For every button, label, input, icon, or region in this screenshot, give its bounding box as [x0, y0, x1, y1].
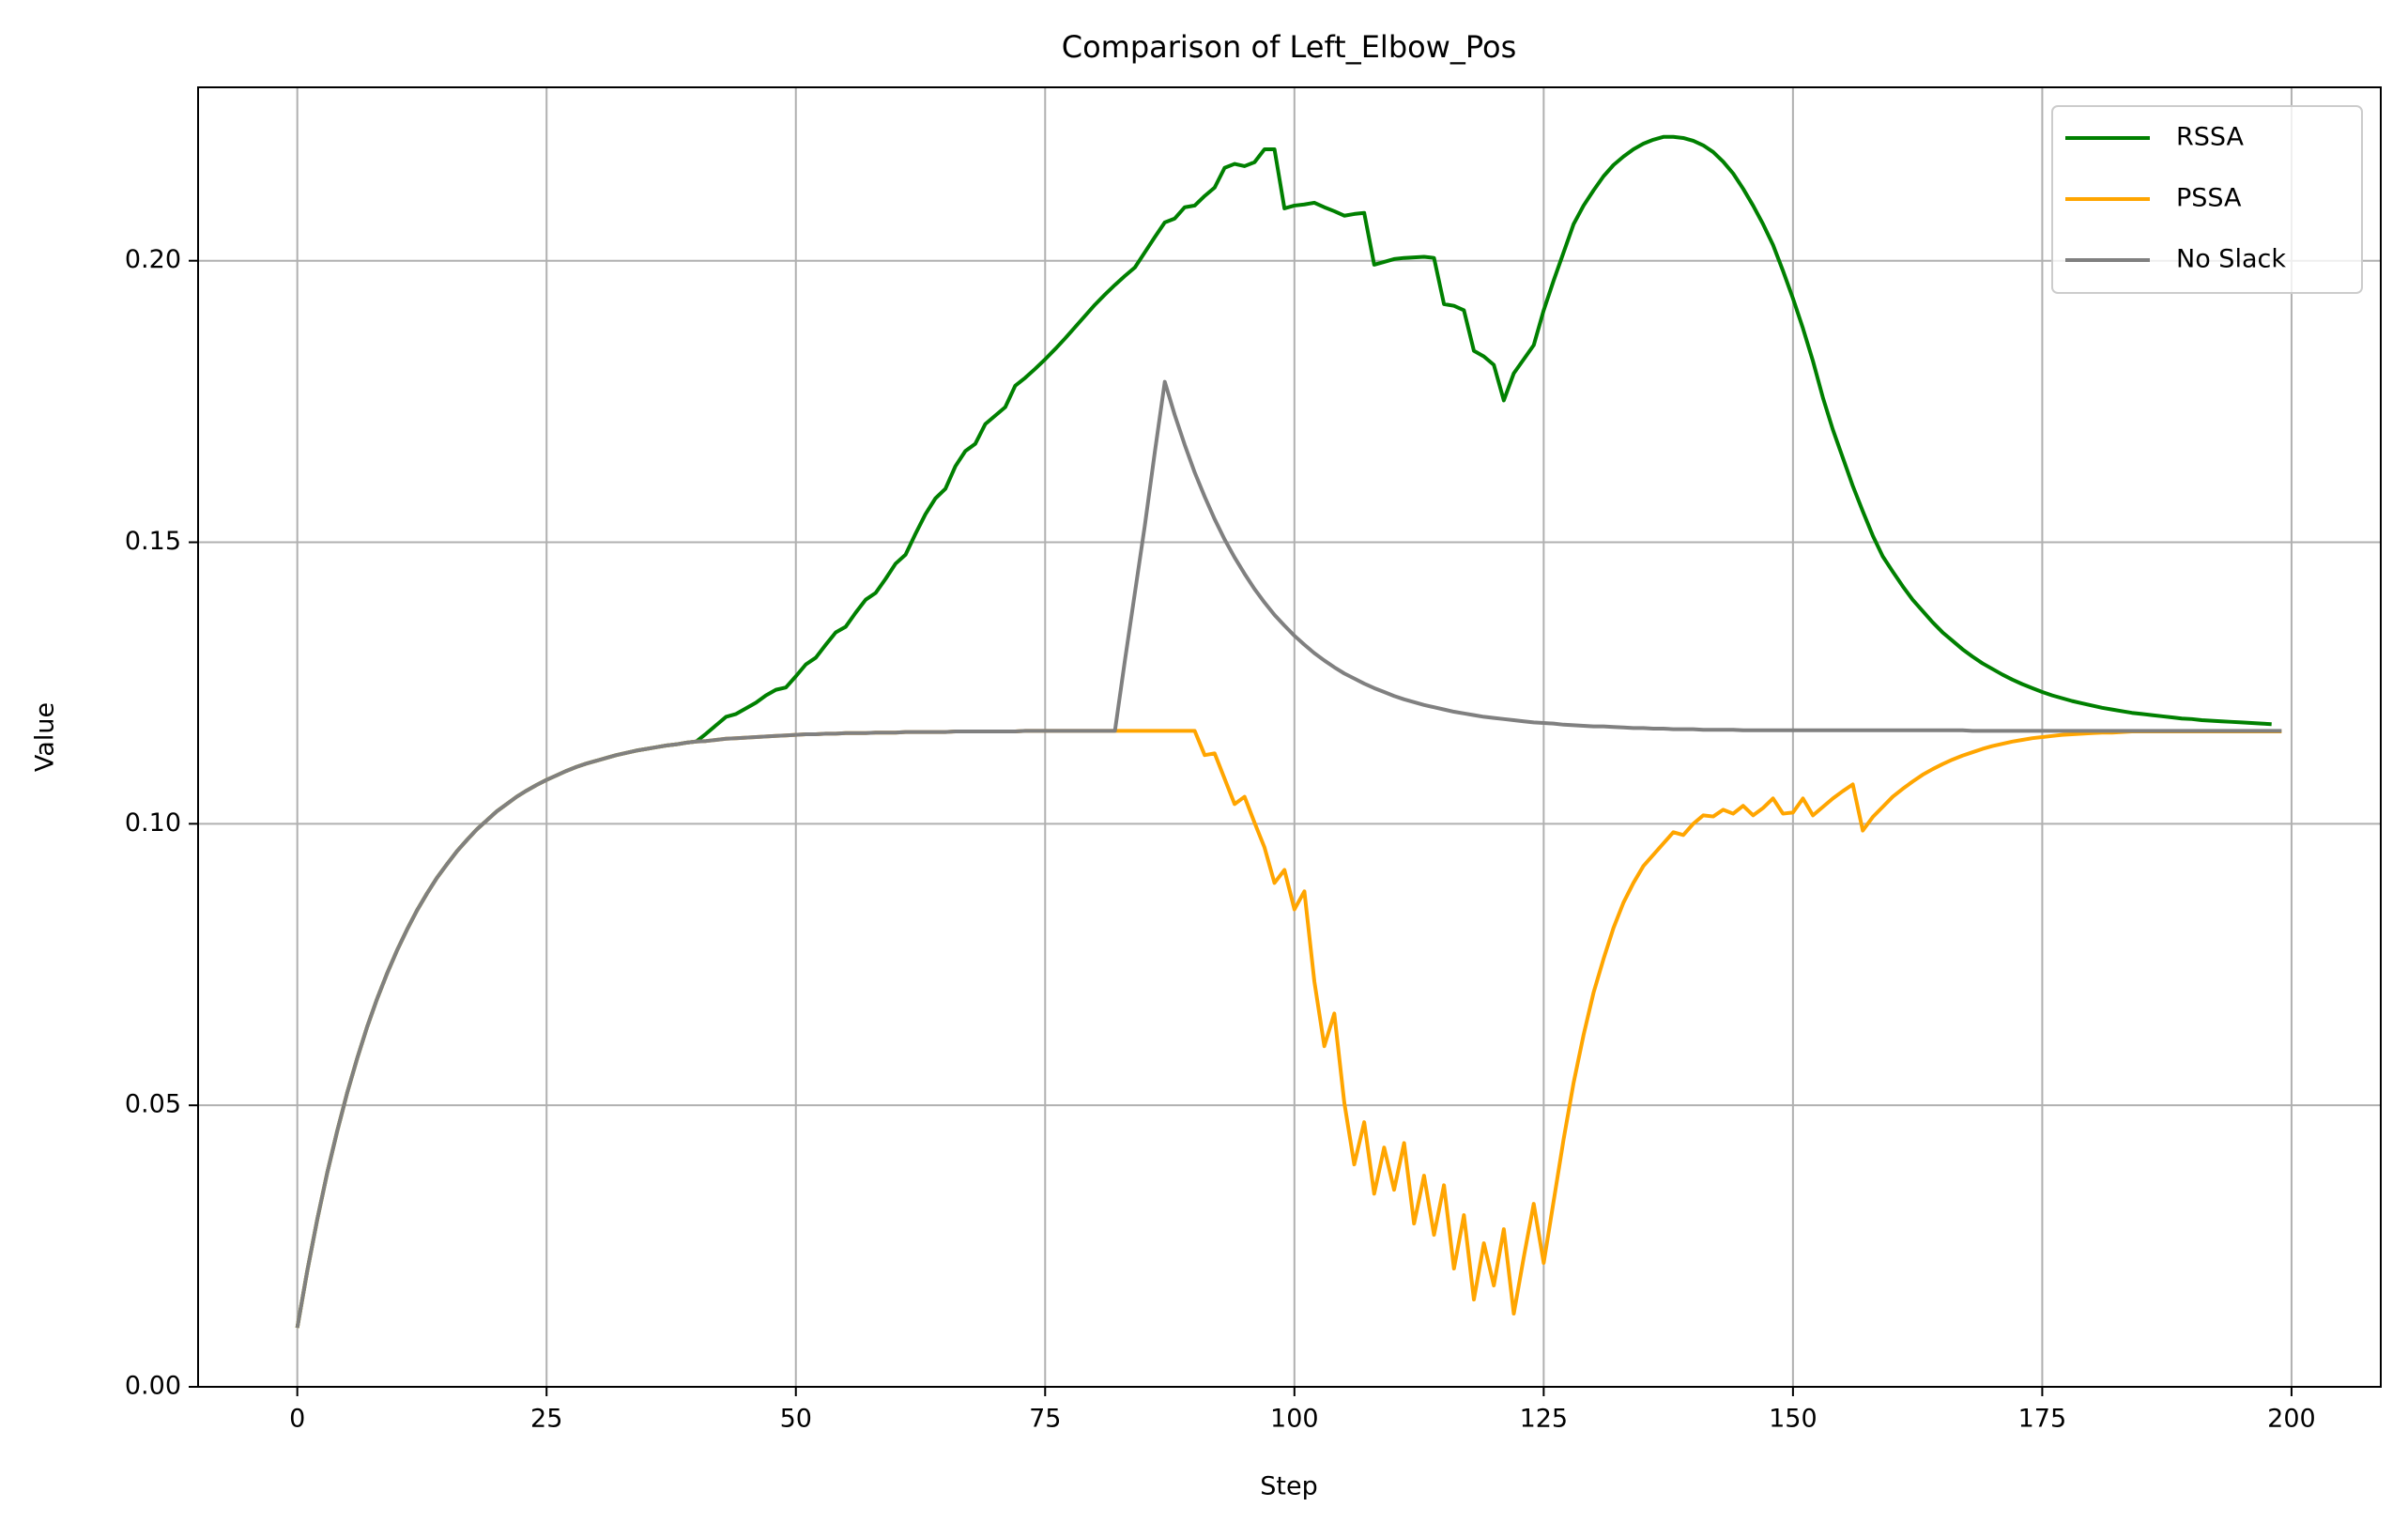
- x-tick-label: 200: [2267, 1405, 2316, 1434]
- x-axis-label: Step: [1260, 1472, 1317, 1501]
- chart-title: Comparison of Left_Elbow_Pos: [1062, 29, 1517, 65]
- series-line: [295, 379, 2282, 1329]
- x-tick-label: 50: [780, 1405, 812, 1434]
- legend-box: [2051, 105, 2363, 294]
- x-tick-label: 175: [2018, 1405, 2067, 1434]
- legend-label: No Slack: [2176, 245, 2286, 274]
- legend-label: PSSA: [2176, 184, 2242, 213]
- plot-frame: [197, 86, 2382, 1388]
- x-tick-label: 75: [1029, 1405, 1061, 1434]
- y-tick-label: 0.05: [125, 1090, 181, 1119]
- x-tick-label: 125: [1520, 1405, 1569, 1434]
- y-tick-label: 0.20: [125, 245, 181, 274]
- y-tick-label: 0.10: [125, 808, 181, 838]
- x-tick-label: 0: [289, 1405, 305, 1434]
- x-tick-label: 150: [1769, 1405, 1818, 1434]
- y-tick-label: 0.15: [125, 527, 181, 556]
- y-axis-label: Value: [31, 702, 60, 772]
- x-tick-label: 25: [530, 1405, 562, 1434]
- legend-label: RSSA: [2176, 123, 2245, 152]
- y-tick-label: 0.00: [125, 1372, 181, 1401]
- x-tick-label: 100: [1270, 1405, 1319, 1434]
